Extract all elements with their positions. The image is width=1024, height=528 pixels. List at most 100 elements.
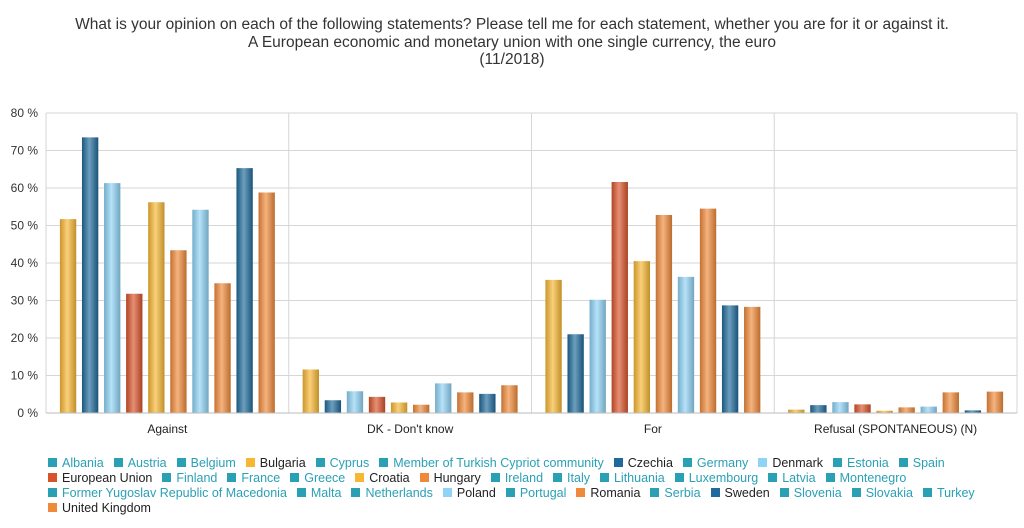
bar-sweden[interactable] (721, 305, 739, 413)
bar-united-kingdom[interactable] (744, 306, 761, 413)
legend-swatch (553, 473, 563, 482)
legend-item[interactable]: Italy (553, 471, 590, 486)
legend-item[interactable]: Montenegro (825, 471, 906, 486)
legend-item[interactable]: Croatia (355, 471, 410, 486)
legend-item[interactable]: Luxembourg (674, 471, 759, 486)
bar-bulgaria[interactable] (59, 219, 77, 413)
legend-item[interactable]: Latvia (768, 471, 816, 486)
bar-romania[interactable] (699, 208, 717, 413)
legend-item[interactable]: France (227, 471, 280, 486)
bar-croatia[interactable] (876, 410, 893, 413)
bar-denmark[interactable] (104, 183, 121, 413)
legend-item[interactable]: European Union (48, 471, 152, 486)
legend-item[interactable]: Former Yugoslav Republic of Macedonia (48, 486, 287, 501)
bar-poland[interactable] (677, 276, 695, 413)
bar-romania[interactable] (942, 392, 959, 413)
legend-label: Luxembourg (688, 471, 759, 485)
legend-item[interactable]: Slovenia (779, 486, 842, 501)
x-tick-label: Against (147, 422, 188, 436)
legend-swatch (113, 458, 123, 467)
legend-swatch (442, 488, 452, 497)
bar-czechia[interactable] (567, 334, 584, 413)
legend-label: Slovakia (865, 486, 913, 500)
legend-item[interactable]: Bulgaria (245, 456, 306, 471)
bar-bulgaria[interactable] (788, 409, 805, 413)
bar-sweden[interactable] (964, 410, 982, 413)
legend-item[interactable]: Lithuania (599, 471, 665, 486)
legend-label: Latvia (782, 471, 816, 485)
legend-item[interactable]: Estonia (833, 456, 889, 471)
legend-item[interactable]: Cyprus (315, 456, 369, 471)
legend-item[interactable]: Malta (296, 486, 341, 501)
legend-swatch (290, 473, 300, 482)
bar-european-union[interactable] (611, 182, 628, 413)
bar-czechia[interactable] (810, 405, 827, 413)
legend-label: Poland (456, 486, 496, 500)
legend-item[interactable]: Spain (898, 456, 945, 471)
legend-item[interactable]: Finland (162, 471, 217, 486)
bar-czechia[interactable] (81, 137, 99, 413)
bar-united-kingdom[interactable] (501, 385, 518, 413)
bar-hungary[interactable] (170, 250, 187, 413)
y-tick-label: 80 % (11, 106, 39, 120)
y-tick-label: 40 % (11, 256, 39, 270)
bar-european-union[interactable] (368, 396, 386, 413)
bar-sweden[interactable] (236, 168, 253, 413)
bar-united-kingdom[interactable] (258, 192, 275, 414)
bar-czechia[interactable] (324, 400, 342, 413)
y-tick-label: 60 % (11, 181, 39, 195)
legend-swatch (355, 473, 365, 482)
legend-item[interactable]: Portugal (505, 486, 566, 501)
bar-poland[interactable] (192, 209, 209, 413)
bar-croatia[interactable] (390, 402, 408, 414)
bar-romania[interactable] (214, 283, 231, 413)
legend-item[interactable]: United Kingdom (48, 501, 151, 516)
legend-item[interactable]: Austria (113, 456, 167, 471)
bar-united-kingdom[interactable] (986, 391, 1004, 413)
bar-poland[interactable] (920, 406, 937, 413)
bar-romania[interactable] (457, 392, 474, 413)
bar-poland[interactable] (435, 383, 452, 413)
bar-croatia[interactable] (148, 202, 165, 413)
bar-denmark[interactable] (589, 299, 606, 413)
y-tick-label: 30 % (11, 294, 39, 308)
bar-hungary[interactable] (412, 404, 430, 413)
bar-denmark[interactable] (346, 391, 364, 413)
bar-bulgaria[interactable] (302, 369, 319, 414)
legend-swatch (48, 458, 57, 467)
legend-item[interactable]: Turkey (922, 486, 975, 501)
legend-item[interactable]: Czechia (613, 456, 673, 471)
bar-hungary[interactable] (655, 215, 673, 413)
legend-label: Turkey (936, 486, 975, 500)
legend-item[interactable]: Ireland (490, 471, 543, 486)
bar-european-union[interactable] (126, 293, 143, 413)
legend-label: Member of Turkish Cypriot community (393, 456, 604, 470)
legend-item[interactable]: Albania (48, 456, 104, 471)
legend-swatch (48, 473, 57, 482)
legend-label: European Union (62, 471, 153, 485)
bar-sweden[interactable] (479, 393, 496, 413)
bar-european-union[interactable] (854, 404, 871, 413)
bar-denmark[interactable] (832, 402, 849, 413)
legend-item[interactable]: Serbia (650, 486, 701, 501)
legend-label: Serbia (664, 486, 701, 500)
legend-item[interactable]: Poland (442, 486, 496, 501)
bar-croatia[interactable] (633, 261, 651, 413)
legend-item[interactable]: Belgium (176, 456, 236, 471)
x-tick-label: DK - Don't know (367, 422, 454, 436)
legend-item[interactable]: Sweden (710, 486, 770, 501)
legend-item[interactable]: Denmark (758, 456, 823, 471)
legend-item[interactable]: Germany (682, 456, 748, 471)
legend-label: Former Yugoslav Republic of Macedonia (62, 486, 287, 500)
bar-hungary[interactable] (898, 407, 915, 413)
legend-label: Slovenia (793, 486, 842, 500)
legend-item[interactable]: Slovakia (851, 486, 913, 501)
legend-item[interactable]: Greece (290, 471, 345, 486)
legend-item[interactable]: Hungary (419, 471, 481, 486)
bar-bulgaria[interactable] (545, 279, 562, 413)
bar-chart: 0 % 10 % 20 % 30 % 40 % 50 % 60 % 70 % 80 % Again… (11, 106, 1018, 436)
legend-item[interactable]: Netherlands (351, 486, 433, 501)
legend-item[interactable]: Romania (576, 486, 640, 501)
legend-item[interactable]: Member of Turkish Cypriot community (379, 456, 604, 471)
legend-label: Greece (304, 471, 346, 485)
